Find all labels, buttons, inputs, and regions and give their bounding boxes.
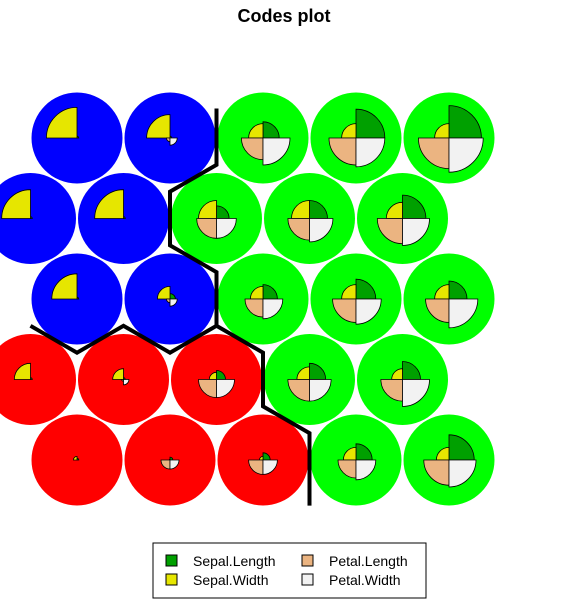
segment-petal-length xyxy=(425,298,450,323)
segment-petal-width xyxy=(216,218,237,239)
segment-sepal-width xyxy=(13,362,31,380)
som-unit xyxy=(124,253,216,345)
som-unit xyxy=(217,414,309,506)
som-unit xyxy=(0,173,76,264)
cluster-boundary-line xyxy=(29,323,312,506)
segment-petal-width xyxy=(123,379,130,386)
legend-label-petal-length: Petal.Length xyxy=(329,553,408,569)
segment-petal-width xyxy=(448,459,477,488)
segment-sepal-width xyxy=(94,189,124,219)
som-unit xyxy=(124,414,216,506)
som-unit xyxy=(0,334,76,425)
som-unit xyxy=(264,334,355,425)
som-unit xyxy=(357,334,448,425)
segment-petal-length xyxy=(376,218,403,245)
som-unit xyxy=(310,253,402,345)
segment-petal-length xyxy=(287,218,310,241)
legend-swatch-petal-length xyxy=(301,554,314,567)
segment-petal-length xyxy=(287,379,310,402)
segment-sepal-width xyxy=(45,106,78,139)
segment-petal-length xyxy=(417,137,450,170)
segment-sepal-width xyxy=(112,368,124,380)
som-unit xyxy=(31,253,123,345)
segment-sepal-length xyxy=(448,434,475,461)
som-unit xyxy=(403,92,495,184)
segment-petal-width xyxy=(262,137,291,166)
segment-petal-width xyxy=(169,459,180,470)
segment-petal-width xyxy=(262,459,278,475)
segment-petal-width xyxy=(402,218,430,246)
som-unit xyxy=(310,414,402,506)
segment-petal-width xyxy=(216,379,235,398)
segment-sepal-width xyxy=(51,273,78,300)
segment-petal-width xyxy=(309,379,332,402)
som-unit xyxy=(124,92,216,184)
legend-box xyxy=(152,542,427,599)
segment-petal-width xyxy=(169,137,178,146)
segment-petal-length xyxy=(328,137,357,166)
segment-petal-width xyxy=(355,137,386,168)
legend: Sepal.Length Petal.Length Sepal.Width Pe… xyxy=(152,542,427,599)
som-units xyxy=(0,92,495,506)
unit-background xyxy=(0,334,76,425)
som-unit xyxy=(78,334,169,425)
segment-petal-width xyxy=(355,298,382,325)
chart-title: Codes plot xyxy=(238,6,331,26)
segment-petal-length xyxy=(240,137,264,161)
cluster-boundary-line xyxy=(168,108,219,326)
segment-petal-length xyxy=(423,459,450,486)
som-unit xyxy=(171,334,262,425)
segment-sepal-width xyxy=(72,455,78,461)
segment-petal-width xyxy=(169,298,178,307)
som-unit xyxy=(403,414,495,506)
legend-label-sepal-length: Sepal.Length xyxy=(193,553,276,569)
som-unit xyxy=(357,173,448,264)
legend-label-sepal-width: Sepal.Width xyxy=(193,572,268,588)
segment-petal-length xyxy=(332,298,357,323)
som-unit xyxy=(217,253,309,345)
som-unit xyxy=(78,173,169,264)
som-unit xyxy=(217,92,309,184)
segment-petal-width xyxy=(448,298,479,329)
cluster-boundaries xyxy=(29,108,312,506)
legend-swatch-sepal-length xyxy=(165,554,178,567)
legend-swatch-petal-width xyxy=(301,573,314,586)
segment-petal-width xyxy=(309,218,334,243)
som-unit xyxy=(31,414,123,506)
som-unit xyxy=(31,92,123,184)
legend-swatch-sepal-width xyxy=(165,573,178,586)
segment-sepal-width xyxy=(1,189,31,219)
legend-label-petal-width: Petal.Width xyxy=(329,572,401,588)
segment-petal-width xyxy=(262,298,284,320)
segment-sepal-width xyxy=(156,285,171,300)
som-unit xyxy=(264,173,355,264)
segment-sepal-length xyxy=(355,108,386,139)
som-unit xyxy=(403,253,495,345)
segment-sepal-length xyxy=(402,194,427,219)
segment-petal-width xyxy=(355,459,377,481)
segment-petal-length xyxy=(196,218,217,239)
som-unit xyxy=(310,92,402,184)
segment-petal-width xyxy=(402,379,430,407)
som-unit xyxy=(171,173,262,264)
segment-petal-width xyxy=(448,137,484,173)
segment-petal-length xyxy=(380,379,403,402)
segment-sepal-width xyxy=(146,114,171,139)
segment-sepal-length xyxy=(448,105,482,139)
segment-sepal-length xyxy=(355,278,377,300)
